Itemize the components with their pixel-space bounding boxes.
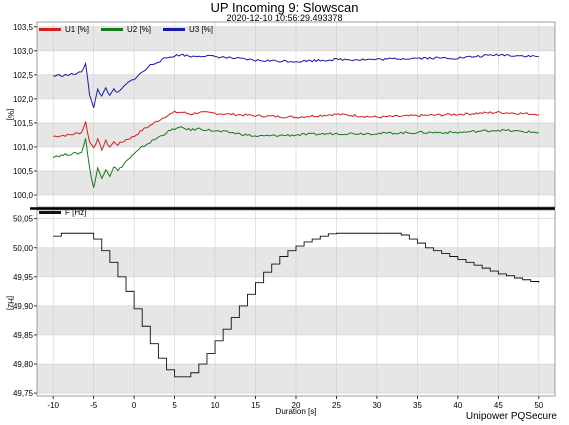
y-tick-label: 100,5 xyxy=(13,167,34,176)
y-tick-label: 103,5 xyxy=(13,23,34,32)
y-tick-label: 103,0 xyxy=(13,47,34,56)
y-tick-label: 101,0 xyxy=(13,143,34,152)
y-tick-label: 49,95 xyxy=(13,273,34,282)
y-tick-label: 49,85 xyxy=(13,331,34,340)
footer-brand: Unipower PQSecure xyxy=(465,411,557,422)
y-axis-label: [%] xyxy=(6,109,15,121)
x-tick-label: 20 xyxy=(292,401,301,410)
x-tick-label: 25 xyxy=(332,401,341,410)
x-tick-label: 5 xyxy=(172,401,177,410)
legend-swatch xyxy=(39,211,61,214)
x-tick-label: 30 xyxy=(372,401,381,410)
series-line-3 xyxy=(53,53,539,108)
y-tick-label: 49,90 xyxy=(13,302,34,311)
y-tick-label: 49,75 xyxy=(13,389,34,398)
y-tick-label: 50,00 xyxy=(13,244,34,253)
x-tick-label: 40 xyxy=(453,401,462,410)
y-axis-label: [Hz] xyxy=(6,296,15,310)
legend-swatch xyxy=(39,28,61,31)
y-tick-label: 102,0 xyxy=(13,95,34,104)
series-line-2 xyxy=(52,126,539,188)
legend-swatch xyxy=(101,28,123,31)
y-tick-label: 50,05 xyxy=(13,215,34,224)
y-tick-label: 49,80 xyxy=(13,360,34,369)
legend-swatch xyxy=(163,28,185,31)
x-tick-label: 35 xyxy=(413,401,422,410)
y-tick-label: 101,5 xyxy=(13,119,34,128)
y-tick-label: 100,0 xyxy=(13,191,34,200)
x-axis-label: Duration [s] xyxy=(276,407,317,416)
x-tick-label: 0 xyxy=(132,401,137,410)
x-tick-label: -5 xyxy=(90,401,98,410)
legend-label: U1 [%] xyxy=(65,25,89,34)
series-line-1 xyxy=(53,232,540,378)
x-tick-label: 10 xyxy=(211,401,220,410)
legend-label: F [Hz] xyxy=(65,208,86,217)
x-tick-label: 45 xyxy=(494,401,503,410)
x-tick-label: 50 xyxy=(534,401,543,410)
x-tick-label: -10 xyxy=(47,401,59,410)
series-line-1 xyxy=(53,110,540,152)
y-tick-label: 102,5 xyxy=(13,71,34,80)
x-tick-label: 15 xyxy=(251,401,260,410)
legend-label: U3 [%] xyxy=(189,25,213,34)
chart-subtitle: 2020-12-10 10:56:29.493378 xyxy=(226,13,343,23)
plot-frame xyxy=(36,21,556,208)
chart-title: UP Incoming 9: Slowscan xyxy=(210,0,359,15)
legend-label: U2 [%] xyxy=(127,25,151,34)
